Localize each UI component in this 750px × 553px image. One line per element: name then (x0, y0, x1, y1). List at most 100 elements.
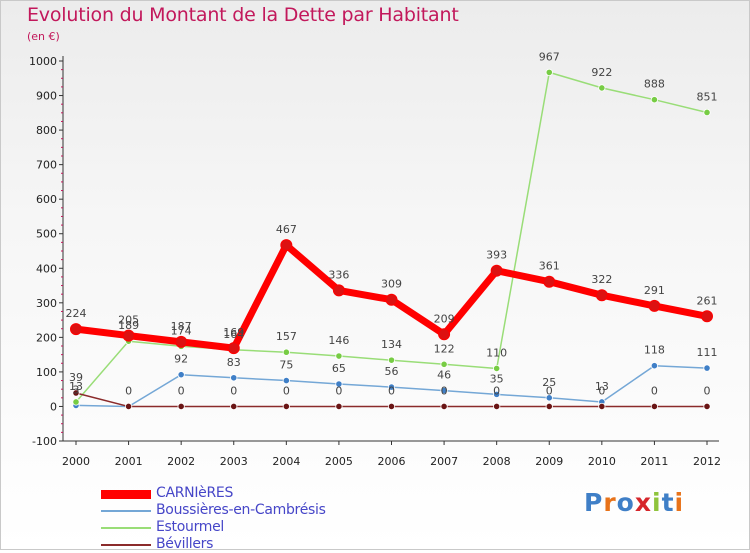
data-point (122, 329, 135, 342)
data-label: 967 (539, 50, 560, 63)
legend: CARNIèRES Boussières-en-Cambrésis Estourme… (101, 485, 401, 553)
data-point (175, 335, 188, 348)
data-label: 361 (539, 260, 560, 273)
legend-item: Boussières-en-Cambrésis (101, 502, 401, 519)
legend-label: Estourmel (156, 519, 225, 535)
data-label: 0 (441, 384, 448, 397)
legend-label: Boussières-en-Cambrésis (156, 502, 326, 518)
data-label: 309 (381, 278, 402, 291)
data-label: 83 (227, 356, 241, 369)
data-point (387, 383, 396, 391)
series-line-2 (75, 71, 708, 403)
data-point (440, 402, 448, 411)
data-label: 35 (490, 372, 504, 385)
data-point (493, 364, 501, 373)
data-label: 174 (171, 324, 192, 337)
logo-letter: i (652, 488, 662, 517)
data-label: 122 (434, 342, 455, 355)
y-tick-label: 300 (36, 297, 57, 310)
legend-swatch (101, 489, 151, 499)
legend-item: Estourmel (101, 519, 401, 536)
x-tick-label: 2009 (535, 455, 563, 468)
data-point (545, 402, 553, 411)
data-label: 92 (174, 353, 188, 366)
legend-label: CARNIèRES (156, 485, 234, 501)
data-label: 39 (69, 371, 83, 384)
data-label: 0 (178, 384, 185, 397)
data-label: 134 (381, 338, 402, 351)
data-label: 322 (591, 273, 612, 286)
data-point (598, 402, 606, 411)
y-tick-label: 600 (36, 193, 57, 206)
y-tick-label: 0 (50, 400, 57, 413)
data-label: 65 (332, 362, 346, 375)
legend-swatch (101, 510, 151, 512)
data-label: 13 (69, 380, 83, 393)
data-point (440, 386, 448, 395)
data-point (595, 289, 608, 302)
data-label: 187 (171, 320, 192, 333)
data-point (650, 96, 659, 104)
data-label: 25 (542, 376, 556, 389)
data-label: 224 (66, 307, 87, 320)
y-tick-label: 700 (36, 159, 57, 172)
data-label: 0 (283, 384, 290, 397)
data-label: 209 (434, 312, 455, 325)
y-tick-label: 500 (36, 228, 57, 241)
legend-swatch (101, 544, 151, 546)
data-point (335, 380, 343, 388)
data-point (385, 293, 398, 306)
data-label: 157 (276, 330, 297, 343)
data-label: 0 (335, 384, 342, 397)
x-tick-label: 2003 (220, 455, 248, 468)
data-point (230, 374, 238, 382)
data-label: 3 (73, 383, 80, 396)
data-point (545, 68, 553, 77)
data-label: 205 (118, 314, 139, 327)
data-label: 0 (230, 384, 237, 397)
data-label: 467 (276, 223, 297, 236)
data-label: 0 (388, 384, 395, 397)
data-point (280, 239, 293, 252)
data-label: 261 (697, 294, 718, 307)
logo-letter: P (584, 488, 604, 517)
data-point (282, 348, 290, 356)
data-label: 0 (125, 384, 132, 397)
y-tick-label: 400 (36, 262, 57, 275)
data-point (72, 398, 80, 406)
data-label: 146 (328, 334, 349, 347)
y-tick-label: 800 (36, 124, 57, 137)
data-point (493, 390, 501, 398)
data-point (650, 402, 659, 411)
data-point (703, 108, 711, 117)
y-tick-label: 200 (36, 331, 57, 344)
x-tick-label: 2008 (483, 455, 511, 468)
data-point (387, 402, 396, 411)
data-point (72, 389, 80, 397)
data-label: 110 (486, 346, 507, 359)
data-point (703, 364, 711, 372)
x-tick-label: 2006 (378, 455, 406, 468)
x-tick-label: 2007 (430, 455, 458, 468)
x-tick-label: 2000 (62, 455, 90, 468)
data-point (70, 323, 82, 336)
x-tick-label: 2010 (588, 455, 616, 468)
data-point (177, 402, 185, 411)
legend-item: Bévillers (101, 536, 401, 553)
logo-letter: o (616, 488, 635, 517)
data-point (332, 284, 345, 297)
data-point (387, 356, 396, 364)
data-label: 169 (223, 326, 244, 339)
data-label: 922 (591, 66, 612, 79)
data-label: 0 (651, 384, 658, 397)
data-point (701, 310, 713, 323)
data-label: 13 (595, 380, 609, 393)
data-point (490, 264, 503, 277)
data-label: 111 (697, 346, 718, 359)
data-point (282, 376, 290, 385)
logo-letter: i (674, 488, 685, 517)
y-tick-label: 900 (36, 90, 57, 103)
data-point (335, 402, 343, 411)
